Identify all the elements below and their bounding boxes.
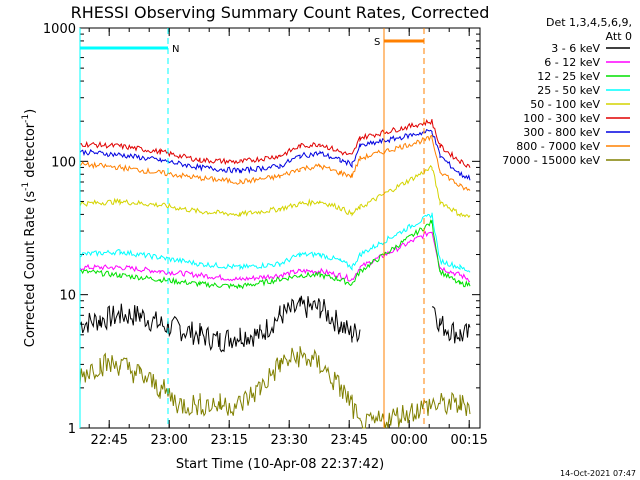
x-tick-label: 00:15 [450,433,487,448]
x-tick-label: 22:45 [90,433,127,448]
legend-label: 7000 - 15000 keV [502,154,600,167]
x-tick-label: 23:00 [150,433,187,448]
series-line-1 [79,230,471,282]
legend-label: 3 - 6 keV [551,42,600,55]
y-tick-label: 100 [51,155,76,170]
legend-label: 12 - 25 keV [537,70,600,83]
series-line-3 [79,212,471,273]
legend-header: Att 0 [606,30,632,43]
y-tick-label: 1 [68,422,76,437]
x-tick-label: 23:30 [270,433,307,448]
annotation-label-s: S [374,37,380,48]
chart-title: RHESSI Observing Summary Count Rates, Co… [71,3,490,22]
y-label-part-3: ) [23,109,38,114]
series-line-2 [80,219,471,290]
legend-label: 25 - 50 keV [537,84,600,97]
y-label-part-1: Corrected Count Rate (s [23,191,38,348]
legend-label: 300 - 800 keV [523,126,600,139]
y-axis-label: Corrected Count Rate (s-1 detector-1) [21,109,38,347]
series-line-6 [79,128,471,181]
series-line-0 [79,295,471,353]
x-tick-label: 00:00 [390,433,427,448]
y-tick-label: 10 [59,289,76,304]
legend-label: 6 - 12 keV [544,56,600,69]
x-axis-label: Start Time (10-Apr-08 22:37:42) [176,457,384,472]
plot-area: 1 10 100 1000 22:45 23:00 23:15 23:30 23:45 00:00… [43,22,488,448]
series-line-7 [79,134,471,191]
series-line-4 [79,164,471,218]
y-label-sup-1: -1 [21,182,31,191]
y-label-sup-2: -1 [21,114,31,123]
x-tick-label: 23:45 [330,433,367,448]
series-line-5 [79,118,471,168]
legend-label: 800 - 7000 keV [516,140,600,153]
legend-header: Det 1,3,4,5,6,9, [546,16,632,29]
footer-timestamp: 14-Oct-2021 07:47 [560,469,636,478]
legend-label: 100 - 300 keV [523,112,600,125]
legend-label: 50 - 100 keV [530,98,600,111]
x-tick-label: 23:15 [210,433,247,448]
y-label-part-2: detector [23,122,38,182]
series-line-8 [79,346,471,429]
annotation-label-n: N [172,44,179,55]
y-tick-label: 1000 [43,22,76,37]
